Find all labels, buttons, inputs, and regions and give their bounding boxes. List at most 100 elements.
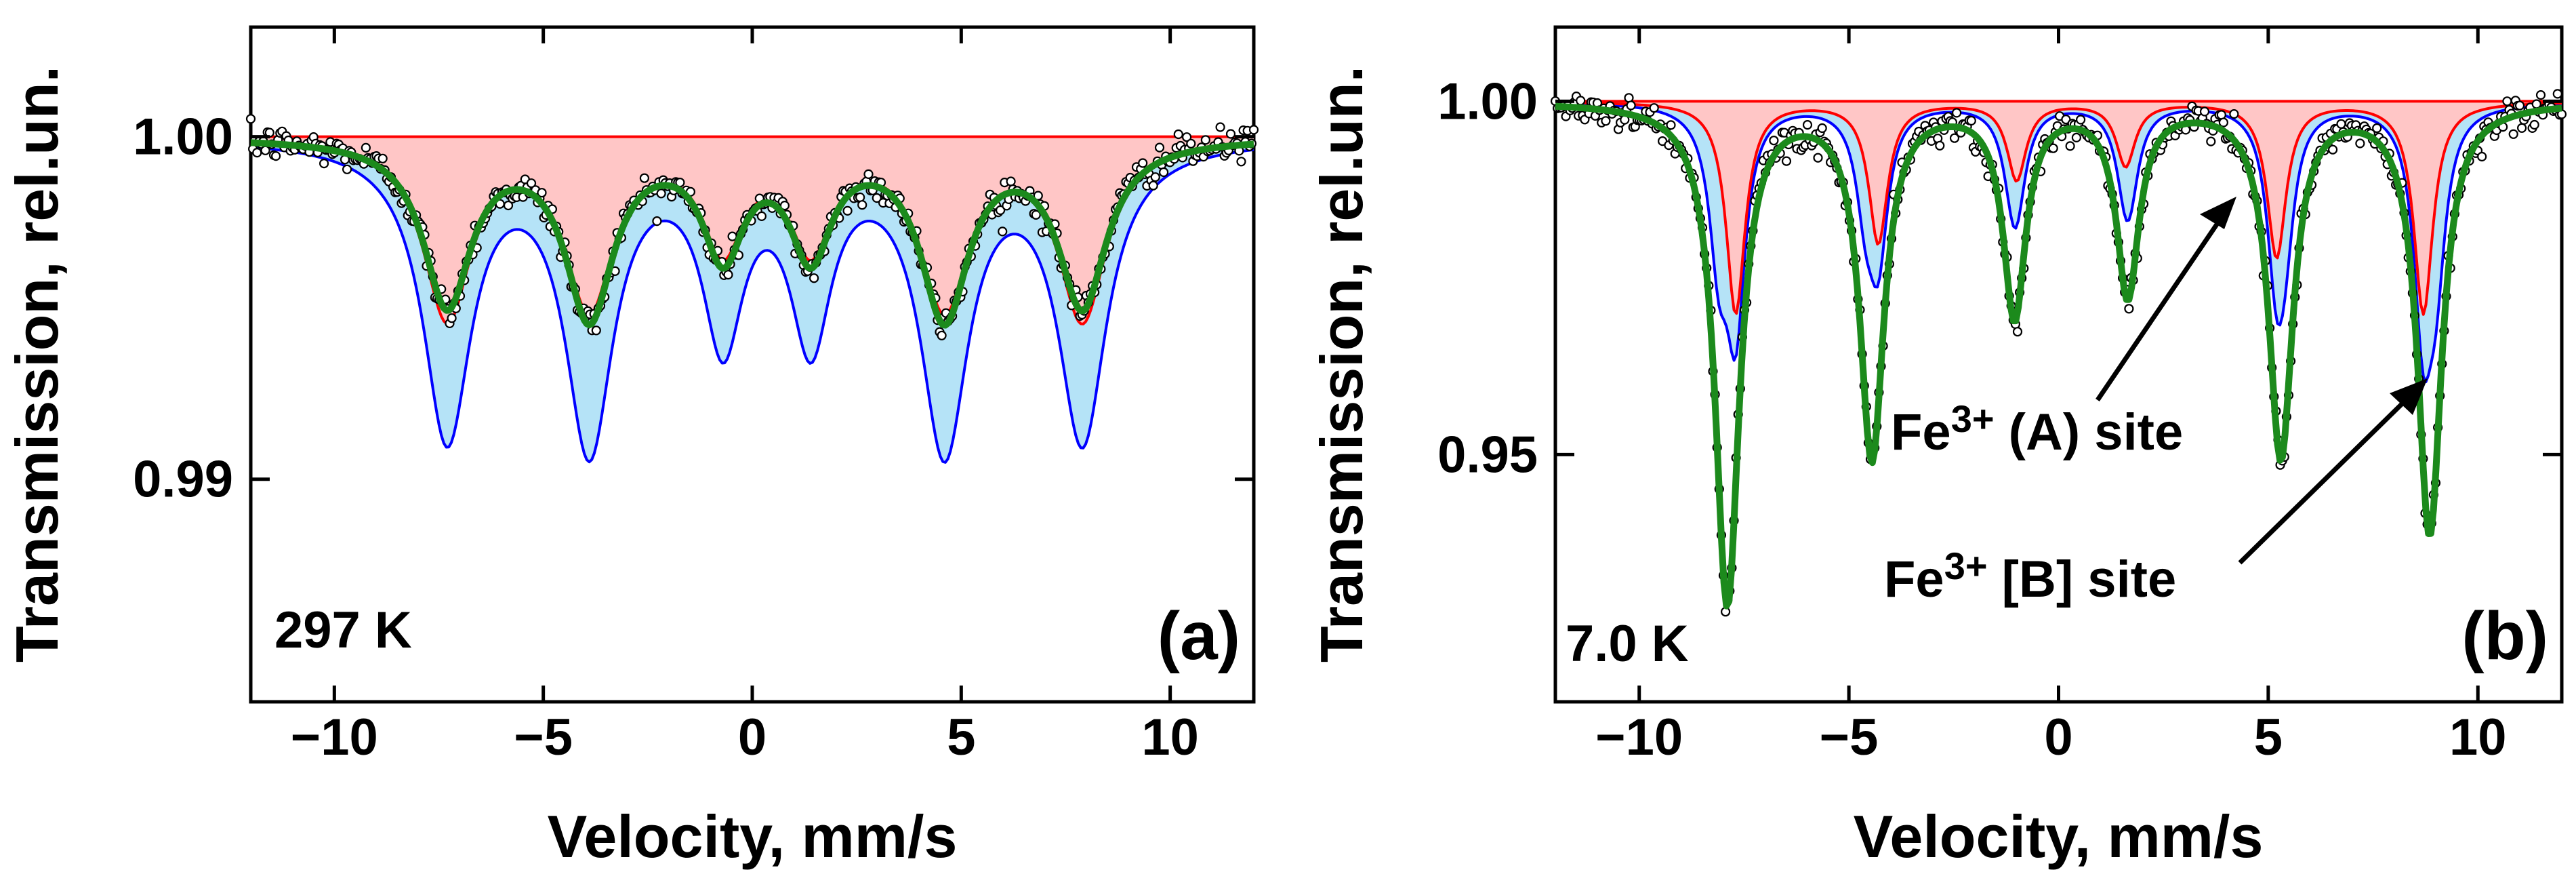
data-point (1225, 129, 1236, 139)
data-point (756, 211, 767, 221)
temperature-label-a: 297 K (274, 601, 412, 659)
x-axis-title-b: Velocity, mm/s (1854, 803, 2264, 870)
data-point (361, 142, 371, 153)
data-point (1006, 176, 1016, 186)
data-point (1601, 116, 1611, 126)
data-point (2206, 136, 2216, 146)
data-point (998, 226, 1008, 237)
data-point (2199, 106, 2210, 117)
data-point (1781, 156, 1792, 166)
data-point (342, 164, 352, 174)
data-point (2552, 89, 2562, 99)
x-tick-label: −5 (514, 709, 573, 766)
data-point (2229, 109, 2239, 119)
y-tick-label: 0.95 (1437, 426, 1538, 483)
data-point (863, 169, 874, 179)
data-point (1626, 100, 1636, 111)
data-point (639, 173, 650, 183)
data-point (2012, 327, 2023, 337)
data-point (1200, 135, 1211, 145)
data-point (872, 193, 882, 203)
x-tick-label: 5 (947, 709, 975, 766)
annotation-text-b-site: Fe3+ [B] site (1884, 544, 2176, 608)
data-point (652, 216, 662, 226)
data-point (2502, 96, 2512, 106)
x-axis-title-a: Velocity, mm/s (548, 803, 958, 870)
data-point (1813, 153, 1823, 163)
annotation-a-site: Fe3+ (A) site (1891, 197, 2236, 461)
data-point (2531, 99, 2541, 109)
data-point (2336, 119, 2346, 129)
data-point (271, 151, 281, 161)
plot-frame-a (249, 25, 1256, 704)
data-point (727, 231, 737, 241)
data-point (2508, 129, 2518, 139)
data-point (503, 200, 514, 211)
y-tick-label: 1.00 (133, 108, 233, 166)
subspectra-fills-b (1555, 101, 2562, 382)
data-point (2529, 119, 2539, 130)
data-point (2514, 100, 2525, 111)
data-point (1031, 210, 1041, 220)
data-point (1248, 125, 1259, 135)
data-point (2124, 304, 2134, 314)
x-tick-label: 10 (1141, 709, 1199, 766)
annotation-text-a-site: Fe3+ (A) site (1891, 397, 2183, 461)
total-fit-a (249, 139, 1255, 329)
annotation-arrowhead-a-site (2200, 197, 2236, 229)
data-point (1181, 132, 1192, 142)
panel-label-b: (b) (2461, 598, 2548, 674)
data-point (2328, 144, 2338, 155)
temperature-label-b: 7.0 K (1566, 615, 1689, 673)
data-point (1173, 129, 1183, 140)
data-point (1148, 180, 1158, 191)
x-tick-label: 10 (2449, 709, 2507, 766)
data-point (2071, 132, 2081, 142)
x-tick-label: 0 (2044, 709, 2072, 766)
b-site-fill (1555, 102, 2562, 382)
data-point (656, 189, 666, 199)
y-tick-label: 0.99 (133, 451, 233, 509)
data-point (1666, 120, 1676, 130)
data-point (937, 330, 947, 340)
x-tick-label: −10 (291, 709, 378, 766)
x-tick-label: −5 (1820, 709, 1879, 766)
data-point (1952, 108, 1962, 118)
y-axis-title-b: Transmission, rel.un. (1308, 66, 1375, 662)
y-tick-label: 1.00 (1437, 73, 1538, 130)
annotation-b-site: Fe3+ [B] site (1884, 378, 2428, 608)
data-point (2535, 90, 2546, 100)
panel-label-a: (a) (1158, 598, 1240, 674)
data-point (526, 178, 537, 189)
data-point (319, 159, 329, 169)
data-point (2218, 117, 2228, 127)
data-point (1033, 191, 1043, 201)
x-tick-label: 5 (2254, 709, 2283, 766)
data-point (537, 188, 547, 198)
data-point (1215, 122, 1225, 132)
data-point (1935, 140, 1945, 151)
data-point (1138, 158, 1148, 168)
annotation-arrowhead-b-site (2390, 378, 2428, 415)
data-point (1236, 157, 1246, 167)
data-point (1769, 136, 1779, 146)
data-point (1186, 138, 1196, 148)
data-point (2065, 141, 2075, 151)
data-point (857, 200, 867, 210)
ticks-a: −10 −5 0 5 10 0.99 1.00 (133, 27, 1254, 766)
data-point (252, 148, 262, 158)
panel-a: −10 −5 0 5 100.991.00 Transmission, rel.un. … (3, 25, 1259, 870)
total-fit-curve (1554, 102, 2563, 610)
b-site-curve (250, 146, 1254, 464)
x-tick-label: 0 (738, 709, 766, 766)
total-fit-b (1554, 102, 2563, 610)
data-point (1817, 123, 1827, 134)
data-point (779, 201, 790, 211)
panel-b: −10 −5 0 5 100.951.00 Transmission, rel.un. … (1308, 25, 2567, 870)
data-point (995, 205, 1006, 216)
data-point (2355, 138, 2365, 148)
ticks-b: −10 −5 0 5 10 0.95 1.00 (1437, 27, 2562, 766)
data-point (245, 114, 256, 124)
data-point (591, 325, 601, 336)
